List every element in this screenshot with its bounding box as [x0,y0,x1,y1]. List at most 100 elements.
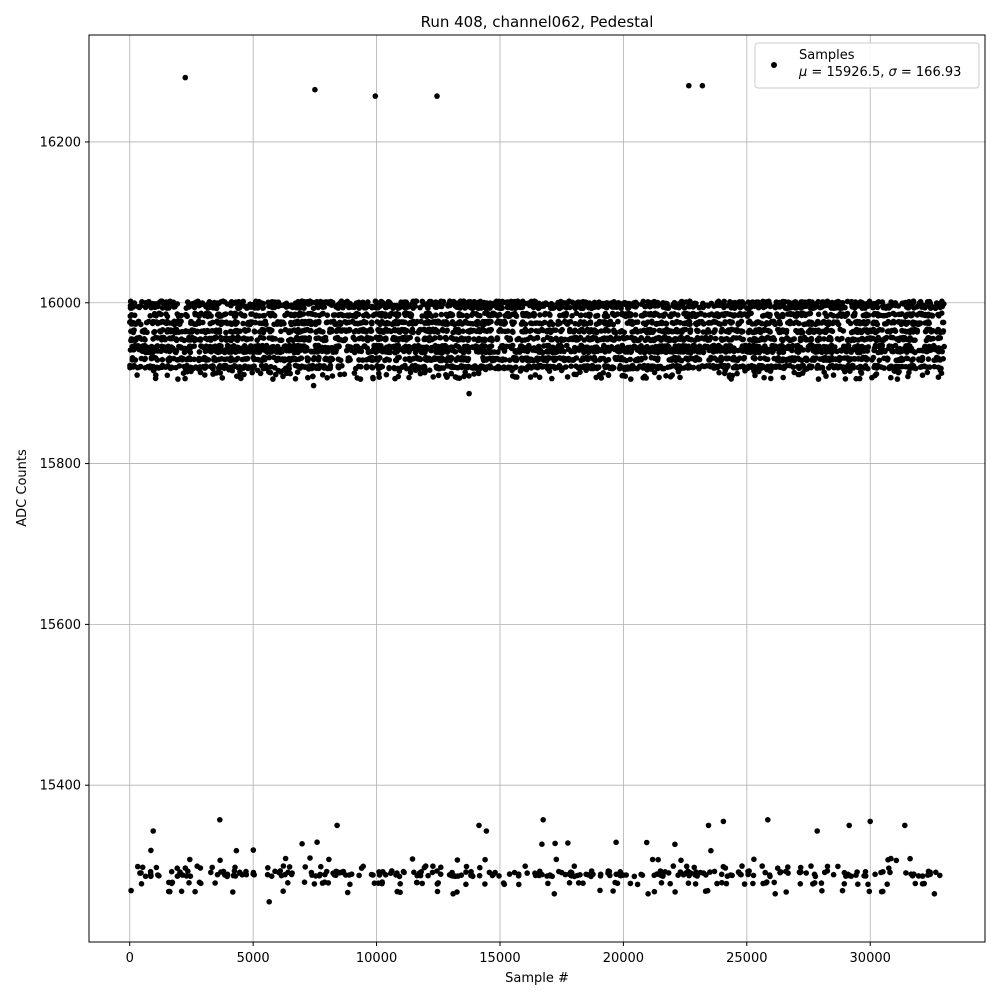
sample-point [600,319,606,325]
sample-point [706,303,712,309]
sample-point [197,336,203,342]
sample-point [556,319,562,325]
sample-point [463,364,469,370]
sample-point [155,872,161,878]
sample-point [826,365,832,371]
sample-point [313,336,319,342]
sample-point [430,863,436,869]
sample-point [202,365,208,371]
sample-point [293,376,299,382]
sample-point [727,374,733,380]
sample-point [659,880,665,886]
sample-point [220,375,226,381]
sample-point [545,328,551,334]
sample-point [504,335,510,341]
sample-point [685,335,691,341]
sample-point [753,299,759,305]
sample-point [780,350,786,356]
sample-point [419,881,425,887]
sample-point [923,329,929,335]
sample-point [749,365,755,371]
sample-point [208,870,214,876]
sample-point [535,335,541,341]
sample-point [505,314,511,320]
sample-point [799,363,805,369]
sample-point [139,881,145,887]
sample-point [444,312,450,318]
sample-point [509,319,515,325]
sample-point [718,345,724,351]
sample-point [174,357,180,363]
sample-point [148,304,154,310]
sample-point [305,375,311,381]
sample-point [170,301,176,307]
sample-point [794,313,800,319]
sample-point [821,369,827,375]
sample-point [443,335,449,341]
sample-point [902,335,908,341]
sample-point [278,868,284,874]
sample-point [638,343,644,349]
sample-point [142,365,148,371]
sample-point [430,374,436,380]
sample-point [798,881,804,887]
sample-point [731,335,737,341]
sample-point [177,872,183,878]
sample-point [435,889,441,895]
sample-point [482,857,488,863]
sample-point [907,330,913,336]
sample-point [397,329,403,335]
sample-point [377,311,383,317]
sample-point [701,349,707,355]
sample-point [668,347,674,353]
sample-point [583,368,589,374]
sample-point [553,303,559,309]
sample-point [429,320,435,326]
sample-point [873,330,879,336]
sample-point [304,300,310,306]
sample-point [309,366,315,372]
sample-point [806,321,812,327]
sample-point [154,865,160,871]
sample-point [651,312,657,318]
sample-point [261,335,267,341]
sample-point [552,841,558,847]
sample-point [750,881,756,887]
sample-point [508,299,514,305]
sample-point [625,320,631,326]
sample-point [538,349,544,355]
sample-point [325,312,331,318]
sample-point [571,357,577,363]
sample-point [844,312,850,318]
sample-point [635,329,641,335]
sample-point [703,888,709,894]
sample-point [738,872,744,878]
sample-point [570,300,576,306]
sample-point [329,356,335,362]
sample-point [206,336,212,342]
sample-point [819,880,825,886]
sample-point [386,366,392,372]
sample-point [339,328,345,334]
sample-point [395,366,401,372]
sample-point [347,357,353,363]
sample-point [272,869,278,875]
sample-point [407,357,413,363]
sample-point [555,338,561,344]
sample-point [260,301,266,307]
sample-point [724,329,730,335]
sample-point [775,346,781,352]
sample-point [656,335,662,341]
sample-point [741,356,747,362]
sample-point [735,358,741,364]
sample-point [762,870,768,876]
sample-point [155,335,161,341]
sample-point [703,335,709,341]
sample-point [165,314,171,320]
sample-point [911,363,917,369]
sample-point [906,370,912,376]
sample-point [889,349,895,355]
sample-point [228,329,234,335]
sample-point [186,302,192,308]
sample-point [320,329,326,335]
